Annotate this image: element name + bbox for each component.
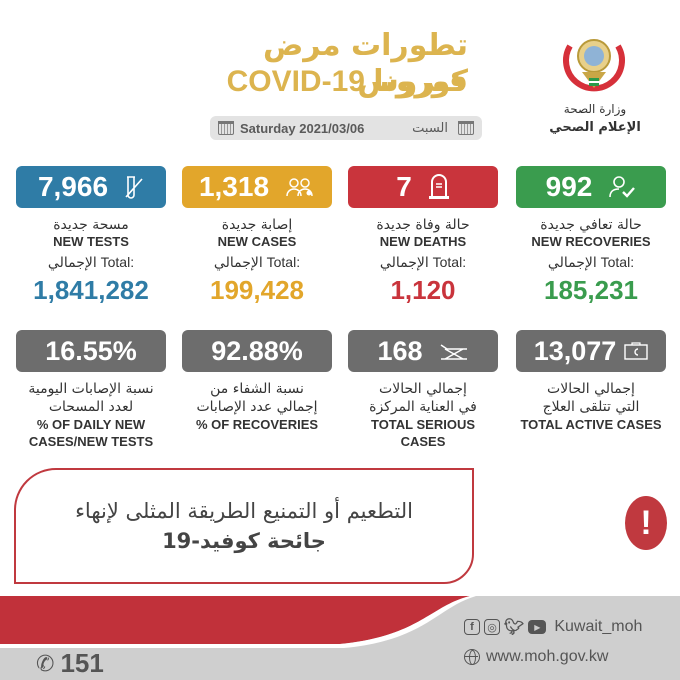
hotline: ✆ 151: [36, 648, 104, 679]
globe-icon: [464, 649, 480, 665]
stat-box: 168: [348, 330, 498, 372]
stat-label-ar: مسحة جديدة: [53, 217, 129, 233]
date-arabic: السبت: [412, 120, 448, 135]
stat-label-en: NEW RECOVERIES: [531, 234, 651, 249]
social-handle[interactable]: Kuwait_moh: [554, 618, 643, 635]
calendar-icon: [218, 121, 234, 135]
facebook-icon[interactable]: f: [464, 619, 480, 635]
stat-total-label: الإجمالي Total:: [547, 254, 635, 270]
stat-label-ar: إجمالي عدد الإصابات: [196, 399, 318, 415]
stat-recovery-rate: 92.88% نسبة الشفاء من إجمالي عدد الإصابا…: [182, 330, 332, 433]
stat-value: 168: [377, 335, 423, 366]
twitter-icon[interactable]: 🐦︎: [504, 619, 525, 636]
footer-wave: [0, 596, 680, 680]
ministry-label: وزارة الصحة الإعلام الصحي: [540, 102, 650, 135]
stat-label-ar: نسبة الشفاء من: [210, 381, 304, 397]
ministry-name: وزارة الصحة: [563, 102, 627, 116]
stat-label-ar: حالة تعافي جديدة: [540, 217, 642, 233]
stat-box: 1,318: [182, 166, 332, 208]
user-check-icon: [609, 176, 636, 198]
ministry-logo: [563, 39, 625, 92]
stat-label-ar: حالة وفاة جديدة: [376, 217, 470, 233]
stat-total: 1,120: [390, 275, 456, 305]
stat-label-ar: إجمالي الحالات: [379, 381, 467, 397]
stat-value: 992: [545, 171, 593, 202]
stat-total: 185,231: [544, 275, 638, 305]
stat-label-en: % OF RECOVERIES: [195, 417, 319, 432]
stat-serious-cases: 168 إجمالي الحالات في العناية المركزة TO…: [348, 330, 498, 450]
date-bar: Saturday 2021/03/06 السبت: [210, 116, 482, 140]
website-url[interactable]: www.moh.gov.kw: [486, 648, 609, 665]
title-arabic: تطورات مرض فيروس: [262, 28, 468, 99]
social-links: f ◎ 🐦︎ ▶ Kuwait_moh: [464, 617, 642, 637]
phone-icon: ✆: [36, 650, 55, 676]
stat-daily-positivity: 16.55% نسبة الإصابات اليومية لعدد المسحا…: [16, 330, 166, 450]
vaccination-notice: التطعيم أو التمنيع الطريقة المثلى لإنهاء…: [14, 468, 474, 584]
stat-label-en: NEW TESTS: [53, 234, 129, 249]
alert-icon: !: [625, 496, 667, 550]
stat-box: 7: [348, 166, 498, 208]
stat-box: 13,077: [516, 330, 666, 372]
medical-bag-icon: [624, 342, 648, 360]
stat-value: 7,966: [37, 171, 109, 202]
stat-label-ar: إجمالي الحالات: [547, 381, 635, 397]
stat-active-cases: 13,077 إجمالي الحالات التي تتلقى العلاج …: [516, 330, 666, 433]
stat-total-label: الإجمالي Total:: [379, 254, 467, 270]
instagram-icon[interactable]: ◎: [484, 619, 500, 635]
footer: [0, 596, 680, 680]
stat-new-deaths: 7 حالة وفاة جديدة NEW DEATHS الإجمالي To…: [348, 166, 498, 306]
youtube-icon[interactable]: ▶: [528, 620, 547, 634]
stat-box: 992: [516, 166, 666, 208]
stat-new-tests: 7,966 مسحة جديدة NEW TESTS الإجمالي Tota…: [16, 166, 166, 306]
stat-value: 16.55%: [45, 335, 137, 366]
stat-total-label: الإجمالي Total:: [47, 254, 135, 270]
stat-label-ar: لعدد المسحات: [48, 399, 134, 415]
stat-label-en: CASES/NEW TESTS: [28, 434, 154, 449]
stat-label-en: TOTAL ACTIVE CASES: [520, 417, 662, 432]
stat-new-recoveries: 992 حالة تعافي جديدة NEW RECOVERIES الإج…: [516, 166, 666, 306]
stat-total: 199,428: [210, 275, 304, 305]
stat-value: 13,077: [533, 335, 617, 366]
notice-line-1: التطعيم أو التمنيع الطريقة المثلى لإنهاء: [75, 499, 413, 523]
stat-label-en: TOTAL SERIOUS CASES: [370, 417, 475, 449]
stat-box: 7,966: [16, 166, 166, 208]
test-tube-icon: [125, 176, 143, 199]
stat-label-en: NEW CASES: [217, 234, 297, 249]
tombstone-icon: [428, 174, 449, 199]
stretcher-icon: [440, 344, 467, 360]
stat-label-en: % OF DAILY NEW: [36, 417, 146, 432]
stat-box: 16.55%: [16, 330, 166, 372]
stat-new-cases: 1,318 إصابة جديدة NEW CASES الإجمالي Tot…: [182, 166, 332, 306]
stat-label-ar: في العناية المركزة: [369, 399, 477, 415]
stat-label-ar: التي تتلقى العلاج: [542, 399, 640, 415]
stat-box: 92.88%: [182, 330, 332, 372]
notice-line-2: جائحة كوفيد-19: [162, 529, 326, 553]
calendar-icon: [458, 121, 474, 135]
stat-label-en: NEW DEATHS: [379, 234, 467, 249]
stat-label-ar: نسبة الإصابات اليومية: [28, 381, 154, 397]
people-virus-icon: [286, 178, 313, 197]
stat-label-ar: إصابة جديدة: [221, 217, 293, 233]
stat-value: 92.88%: [211, 335, 303, 366]
title-covid: COVID-19 كورونا: [226, 65, 468, 98]
stat-value: 7: [396, 171, 412, 202]
stat-value: 1,318: [198, 171, 270, 202]
hotline-number: 151: [60, 648, 104, 678]
stat-total-label: الإجمالي Total:: [213, 254, 301, 270]
website: www.moh.gov.kw: [464, 648, 608, 666]
stat-total: 1,841,282: [33, 275, 149, 305]
date-english: Saturday 2021/03/06: [240, 120, 365, 136]
ministry-department: الإعلام الصحي: [549, 120, 641, 135]
